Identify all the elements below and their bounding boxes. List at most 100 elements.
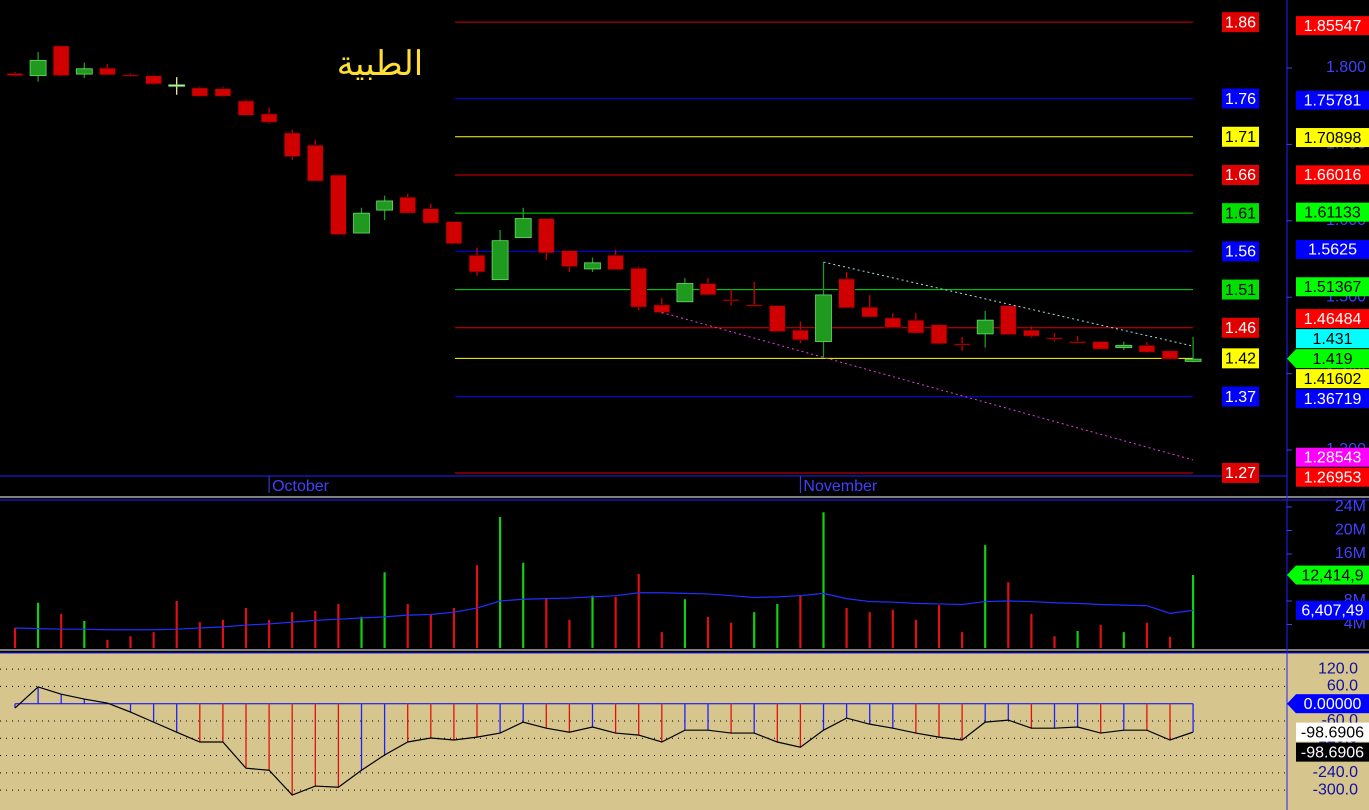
level-label: 1.76 xyxy=(1225,91,1256,108)
y-tick-label: 4M xyxy=(1344,616,1366,633)
y-tick-label: 60.0 xyxy=(1327,678,1358,695)
value-label: 1.36719 xyxy=(1304,391,1362,408)
value-box xyxy=(1296,128,1369,148)
value-arrow xyxy=(1287,349,1296,369)
value-box xyxy=(1296,90,1369,110)
candle-body xyxy=(376,200,394,211)
candle-body xyxy=(976,319,994,335)
value-box xyxy=(1296,467,1369,487)
candle-body xyxy=(1023,329,1040,337)
value-box xyxy=(1296,369,1369,389)
y-tick-label: 20M xyxy=(1335,522,1366,539)
candle-body xyxy=(29,59,47,77)
candle-body xyxy=(329,174,347,235)
level-box xyxy=(1222,164,1259,185)
y-tick-label: 16M xyxy=(1335,545,1366,562)
candle-body xyxy=(953,343,971,346)
candle-body xyxy=(122,74,139,77)
candle-body xyxy=(1184,358,1202,362)
level-box xyxy=(1222,203,1259,224)
value-label: 1.75781 xyxy=(1304,92,1362,109)
candle-body xyxy=(607,254,624,271)
candle-body xyxy=(283,132,301,158)
value-box xyxy=(1296,742,1369,762)
candle-body xyxy=(353,212,370,234)
candle-body xyxy=(399,196,417,214)
value-box xyxy=(1296,309,1369,329)
candle-body xyxy=(699,283,717,296)
level-label: 1.86 xyxy=(1225,14,1256,31)
level-label: 1.56 xyxy=(1225,244,1256,261)
level-label: 1.46 xyxy=(1225,320,1256,337)
candle-body xyxy=(537,218,555,254)
candle-body xyxy=(260,113,278,123)
value-label: 1.85547 xyxy=(1304,18,1362,35)
candle-body xyxy=(491,240,509,281)
value-label: 1.5625 xyxy=(1308,242,1357,259)
value-arrow xyxy=(1287,565,1296,585)
value-arrow xyxy=(1287,694,1296,714)
candle-body xyxy=(75,68,93,75)
candle-body xyxy=(745,304,763,307)
price-panel-bg xyxy=(0,0,1369,497)
candle-body xyxy=(1115,344,1133,349)
volume-ma xyxy=(14,592,1194,631)
level-box xyxy=(1222,386,1259,407)
level-label: 1.37 xyxy=(1225,389,1256,406)
candle-body xyxy=(722,299,740,302)
trend-line xyxy=(661,312,1194,461)
candle-body xyxy=(676,283,694,303)
value-label: 1.419 xyxy=(1312,351,1352,368)
level-label: 1.71 xyxy=(1225,129,1256,146)
level-label: 1.66 xyxy=(1225,167,1256,184)
value-label: -98.6906 xyxy=(1301,724,1364,741)
value-box xyxy=(1296,165,1369,185)
value-label: 0.00000 xyxy=(1304,696,1362,713)
candle-body xyxy=(468,254,486,273)
y-tick-label: 1.800 xyxy=(1326,59,1366,76)
x-tick-label: October xyxy=(272,478,330,495)
candle-body xyxy=(861,306,879,318)
candle-body xyxy=(653,304,671,313)
value-label: 1.70898 xyxy=(1304,130,1362,147)
value-box xyxy=(1296,722,1369,742)
candle-body xyxy=(584,262,601,270)
candle-body xyxy=(422,208,440,224)
candle-body xyxy=(999,305,1017,336)
candle-body xyxy=(237,100,255,116)
candle-body xyxy=(815,294,832,342)
value-box xyxy=(1296,277,1369,297)
value-box xyxy=(1296,239,1369,259)
level-label: 1.51 xyxy=(1225,282,1256,299)
value-box xyxy=(1296,389,1369,409)
value-box xyxy=(1296,600,1369,620)
level-box xyxy=(1222,241,1259,262)
candle-body xyxy=(514,218,532,239)
y-tick-label: -300.0 xyxy=(1313,781,1358,798)
value-label: 12,414,9 xyxy=(1301,567,1363,584)
value-box xyxy=(1296,329,1369,349)
candle-body xyxy=(907,319,925,334)
candle-body xyxy=(768,305,786,332)
oscillator-line xyxy=(14,686,1194,796)
level-box xyxy=(1222,462,1259,483)
candle-body xyxy=(1069,341,1086,344)
level-label: 1.27 xyxy=(1225,465,1256,482)
candle-body xyxy=(145,75,163,85)
value-label: 1.61133 xyxy=(1304,204,1361,221)
chart-title: الطبية xyxy=(337,45,423,83)
level-box xyxy=(1222,88,1259,109)
candle-body xyxy=(306,144,324,182)
value-label: 1.46484 xyxy=(1304,311,1362,328)
candle-body xyxy=(930,324,948,345)
candle-body xyxy=(191,87,209,97)
value-label: 1.26953 xyxy=(1304,469,1362,486)
candle-body xyxy=(630,267,648,308)
level-box xyxy=(1222,126,1259,147)
oscillator-panel-bg xyxy=(0,653,1369,810)
value-label: 6,407,49 xyxy=(1301,603,1363,620)
value-label: 1.41602 xyxy=(1304,371,1362,388)
candle-body xyxy=(884,317,902,329)
